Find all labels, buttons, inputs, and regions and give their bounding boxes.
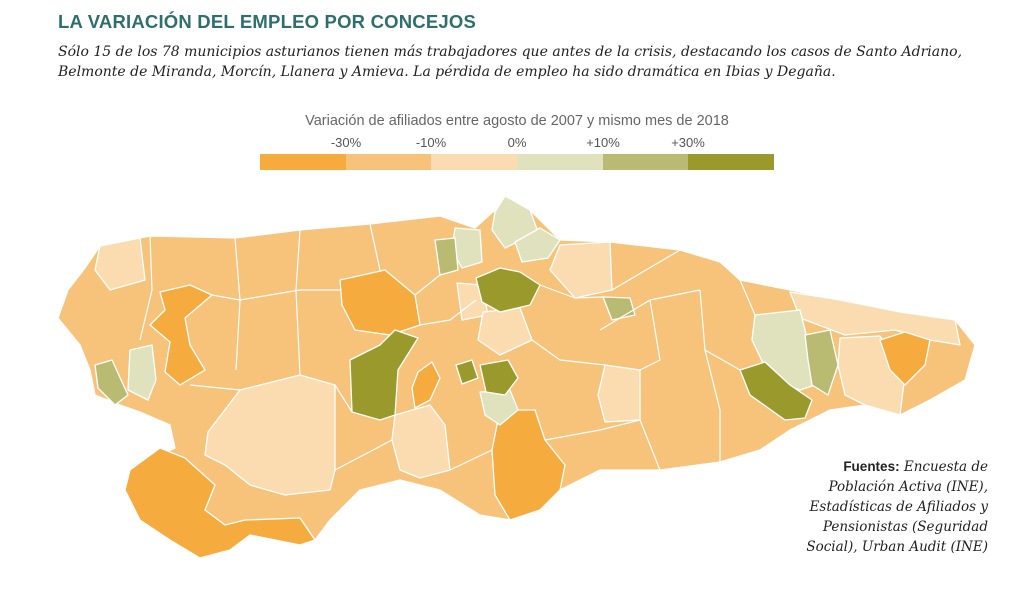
- concejo-border: [611, 249, 681, 291]
- concejo-border: [544, 419, 641, 441]
- concejo: [204, 374, 336, 496]
- concejo-border: [449, 449, 493, 471]
- concejo: [597, 364, 641, 423]
- concejo-border: [539, 284, 604, 299]
- concejo-border: [639, 299, 661, 371]
- legend-swatch: [602, 154, 689, 170]
- legend-swatch: [688, 154, 775, 170]
- concejo-morcin: [479, 359, 519, 396]
- concejo-border: [419, 299, 477, 326]
- concejo: [127, 344, 157, 401]
- legend-tick: 0%: [507, 135, 527, 150]
- concejo-border: [211, 289, 340, 301]
- concejo-belmonte-de-miranda: [349, 329, 419, 421]
- concejo: [94, 237, 146, 291]
- legend-swatch: [517, 154, 603, 170]
- concejo-llanera: [475, 267, 541, 313]
- concejo-border: [739, 279, 756, 316]
- legend-tick: +30%: [671, 135, 705, 150]
- concejo: [789, 291, 961, 346]
- concejo-border: [531, 339, 606, 366]
- sources-label: Fuentes:: [843, 459, 900, 474]
- concejo-border: [704, 349, 721, 462]
- concejo: [339, 269, 421, 336]
- concejo-border: [414, 274, 441, 296]
- concejo-border: [295, 229, 301, 376]
- legend-swatch: [345, 154, 432, 170]
- legend-title: Variación de afiliados entre agosto de 2…: [305, 113, 729, 129]
- sources-text: Encuesta de Población Activa (INE), Esta…: [806, 459, 988, 555]
- legend-tick: -30%: [330, 135, 362, 150]
- legend-swatch: [260, 154, 346, 170]
- concejo: [804, 329, 839, 396]
- concejo-border: [189, 384, 241, 391]
- concejo-border: [639, 419, 661, 471]
- concejo: [879, 331, 931, 386]
- concejo-amieva: [739, 361, 813, 421]
- legend-color-scale: [260, 154, 775, 170]
- concejo-santo-adriano: [455, 359, 479, 385]
- concejo: [549, 241, 613, 299]
- concejo-border: [334, 384, 353, 413]
- concejo: [149, 284, 213, 386]
- concejo: [411, 361, 441, 409]
- map-title: LA VARIACIÓN DEL EMPLEO POR CONCEJOS: [58, 11, 477, 32]
- legend-tick: +10%: [586, 135, 620, 150]
- legend-tick: -10%: [415, 135, 447, 150]
- map-subtitle: Sólo 15 de los 78 municipios asturianos …: [58, 44, 963, 80]
- concejo-border: [369, 223, 381, 271]
- legend-swatch: [431, 154, 518, 170]
- concejo: [391, 404, 451, 479]
- concejo-degana: [124, 447, 316, 559]
- concejo-border: [139, 235, 153, 341]
- concejo: [491, 409, 566, 521]
- concejo: [94, 359, 129, 406]
- concejo-border: [334, 439, 393, 471]
- concejo: [434, 237, 459, 276]
- sources-note: Fuentes: Encuesta de Población Activa (I…: [788, 457, 988, 557]
- concejo: [514, 227, 561, 263]
- concejo-border: [599, 289, 701, 331]
